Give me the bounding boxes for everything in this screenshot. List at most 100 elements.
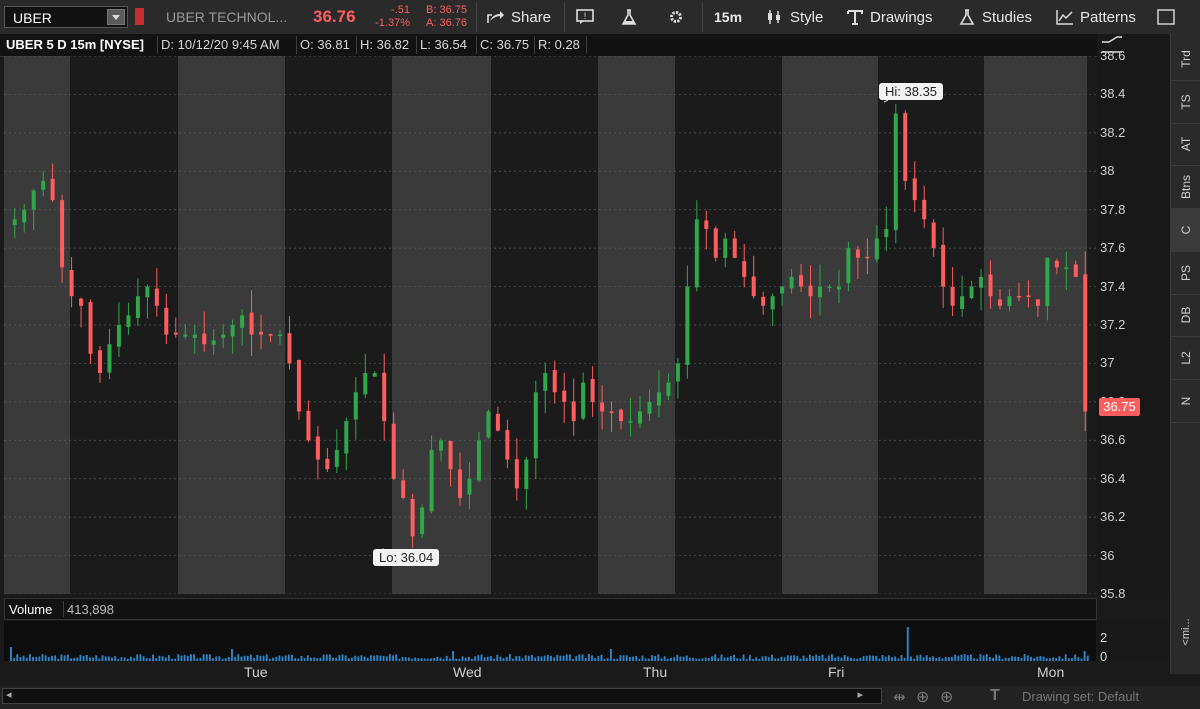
divider: [476, 36, 477, 54]
divider: [296, 36, 297, 54]
more-button[interactable]: [1157, 6, 1175, 28]
flask-button[interactable]: [620, 6, 638, 28]
volume-bar: [859, 657, 862, 661]
svg-text:!: !: [584, 11, 587, 21]
callout-pointer: [883, 99, 889, 103]
volume-bar: [610, 649, 612, 661]
volume-bar: [297, 658, 300, 661]
zoom-icon[interactable]: ⊕: [940, 689, 954, 706]
scroll-right-icon[interactable]: ▸: [857, 689, 863, 701]
volume-bar: [673, 657, 676, 661]
volume-bar: [221, 658, 224, 661]
session-band: [392, 56, 491, 594]
message-button[interactable]: !: [576, 6, 594, 28]
volume-bar: [657, 654, 660, 661]
volume-bar: [458, 658, 461, 661]
text-t-icon[interactable]: T: [990, 687, 1000, 704]
candle-body: [116, 325, 121, 347]
crosshair-icon[interactable]: ⊕: [916, 689, 930, 706]
volume-bar: [872, 655, 874, 661]
volume-bar: [496, 654, 499, 661]
candle-body: [107, 344, 112, 373]
volume-bar: [486, 656, 489, 661]
settings-button[interactable]: [667, 6, 685, 28]
drawings-button[interactable]: Drawings: [846, 6, 933, 28]
volume-bar: [780, 656, 783, 661]
style-button[interactable]: Style: [766, 6, 823, 28]
volume-bar: [54, 655, 57, 661]
link-color-icon[interactable]: [135, 8, 144, 25]
side-tab-c[interactable]: C: [1171, 208, 1200, 252]
volume-bar: [104, 656, 107, 661]
side-tab-ts[interactable]: TS: [1171, 81, 1200, 124]
volume-bar: [120, 657, 123, 661]
volume-bar: [591, 655, 593, 661]
volume-bar: [382, 655, 385, 661]
volume-bar: [347, 658, 350, 661]
volume-bar: [868, 655, 871, 661]
volume-bar: [388, 654, 391, 661]
drawing-set-label[interactable]: Drawing set: Default: [1022, 689, 1140, 704]
scroll-left-icon[interactable]: ◂: [6, 689, 12, 701]
symbol-selector[interactable]: UBER: [4, 6, 128, 28]
volume-bar: [575, 656, 578, 661]
candle-body: [353, 392, 358, 420]
volume-bar: [1007, 657, 1010, 661]
horizontal-scrollbar[interactable]: ◂ ▸: [2, 688, 882, 704]
company-name: UBER TECHNOL...: [166, 9, 288, 25]
side-tab-btns[interactable]: Btns: [1171, 166, 1200, 210]
symbol-dropdown-icon[interactable]: [107, 9, 125, 25]
candle-body: [827, 286, 832, 289]
collapse-panel-label[interactable]: <mi...: [1180, 618, 1192, 646]
side-tab-label: DB: [1179, 306, 1193, 324]
candle-body: [742, 261, 747, 277]
patterns-button[interactable]: Patterns: [1056, 6, 1136, 28]
volume-bar: [515, 656, 518, 661]
pan-icon[interactable]: ⇹: [893, 689, 906, 706]
volume-bar: [543, 655, 546, 661]
volume-bar: [417, 658, 420, 661]
volume-bar: [881, 655, 884, 661]
volume-bar: [796, 655, 799, 661]
volume-bar: [316, 658, 319, 661]
price-axis[interactable]: 38.638.438.23837.837.637.437.23736.836.6…: [1097, 34, 1169, 601]
candle-body: [874, 238, 879, 260]
candle-body: [334, 449, 339, 467]
candle-body: [713, 228, 718, 258]
candle-body: [202, 333, 207, 345]
side-tab-at[interactable]: AT: [1171, 123, 1200, 167]
divider: [564, 2, 565, 32]
volume-bar: [1033, 658, 1036, 661]
x-label: Thu: [643, 664, 668, 680]
side-tab-l2[interactable]: L2: [1171, 337, 1200, 380]
volume-bar: [344, 655, 347, 661]
time-axis[interactable]: Tue Wed Thu Fri Mon: [0, 661, 1170, 685]
candle-body: [259, 331, 264, 335]
volume-value: 413,898: [67, 602, 114, 617]
volume-bar: [973, 658, 976, 661]
side-tab-label: Btns: [1179, 175, 1193, 200]
studies-button[interactable]: Studies: [958, 6, 1032, 28]
volume-bar: [584, 658, 587, 661]
share-button[interactable]: Share: [487, 6, 551, 28]
divider: [416, 36, 417, 54]
volume-bar: [723, 657, 726, 661]
side-tab-trd[interactable]: Trd: [1171, 38, 1200, 81]
volume-bar: [774, 658, 777, 661]
auto-scale-icon[interactable]: [1101, 36, 1123, 54]
volume-bar: [916, 655, 919, 661]
side-tab-n[interactable]: N: [1171, 380, 1200, 423]
volume-chart[interactable]: [4, 621, 1096, 661]
volume-bar: [73, 657, 76, 661]
price-chart[interactable]: Hi: 38.35 Lo: 36.04: [4, 56, 1096, 594]
volume-bar: [919, 654, 922, 661]
volume-bar: [651, 655, 653, 661]
interval-selector[interactable]: 15m: [714, 6, 742, 28]
volume-bar: [831, 654, 833, 661]
volume-bar: [970, 654, 972, 661]
volume-bar: [474, 656, 477, 661]
volume-bar: [581, 654, 584, 661]
side-tab-db[interactable]: DB: [1171, 294, 1200, 338]
candle-body: [12, 219, 17, 226]
side-tab-ps[interactable]: PS: [1171, 252, 1200, 295]
